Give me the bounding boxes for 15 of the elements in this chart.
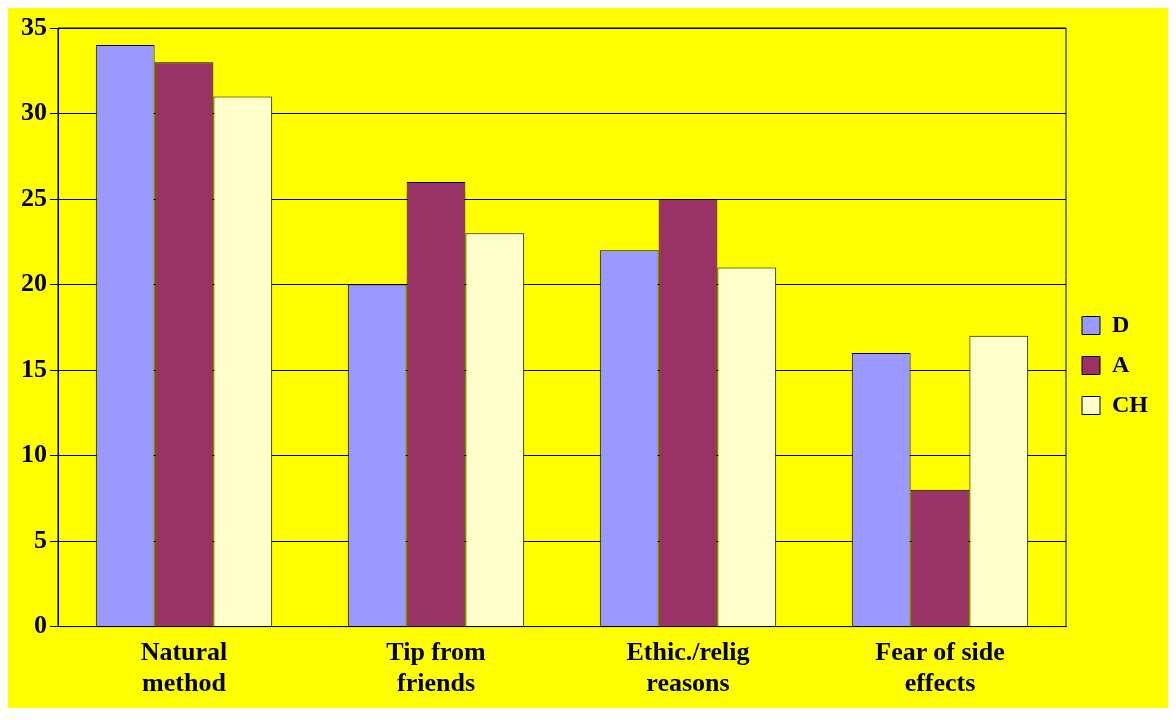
y-tick-label: 25	[21, 182, 47, 212]
y-tick-label: 15	[21, 353, 47, 383]
x-tick-label: Tip from friends	[386, 636, 487, 698]
legend-label: CH	[1112, 390, 1149, 417]
x-tick-label: Fear of side effects	[875, 636, 1005, 698]
legend-label: A	[1112, 350, 1130, 377]
y-tick-label: 5	[34, 524, 47, 554]
y-tick-label: 10	[21, 439, 47, 469]
x-tick-label: Ethic./relig reasons	[626, 636, 750, 698]
y-tick-label: 20	[21, 268, 47, 298]
y-tick-label: 0	[34, 610, 47, 640]
y-tick-label: 35	[21, 11, 47, 41]
legend-label: D	[1112, 310, 1130, 337]
x-tick-label: Natural method	[140, 636, 228, 698]
y-tick-label: 30	[21, 97, 47, 127]
